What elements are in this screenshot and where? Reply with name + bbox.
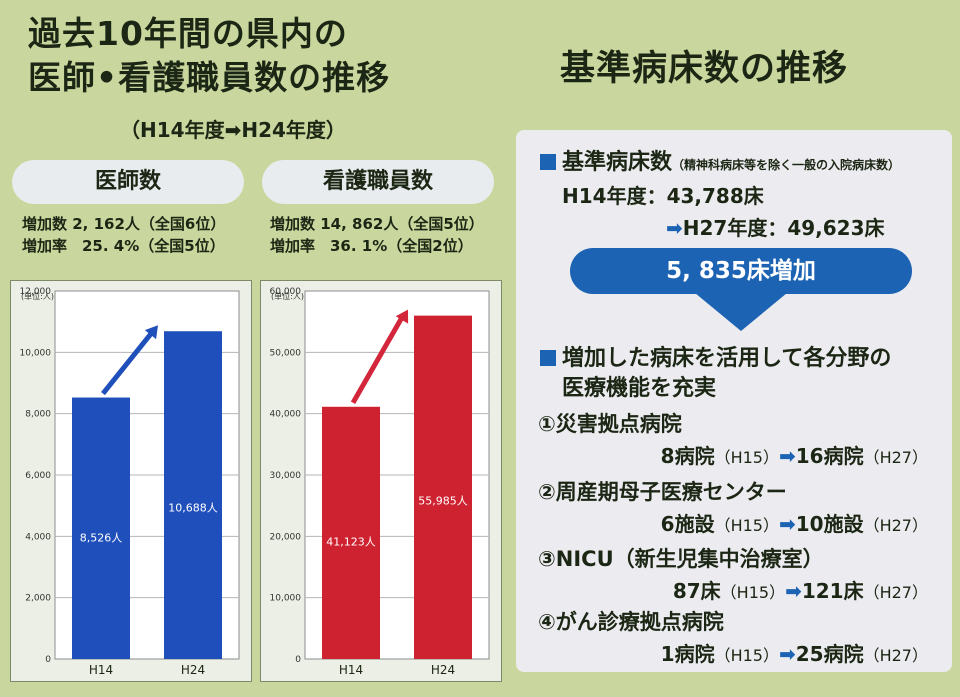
item-title: ②周産期母子医療センター <box>538 480 787 504</box>
doctors-increase: 増加数 2, 162人（全国6位） <box>22 215 226 233</box>
item-from-value: 6施設 <box>660 512 715 536</box>
y-tick-label: 12,000 <box>20 287 52 297</box>
y-tick-label: 30,000 <box>270 471 302 481</box>
y-tick-label: 40,000 <box>270 410 302 420</box>
x-tick-label: H14 <box>339 663 363 677</box>
unit-label: (単位:人) <box>21 291 54 301</box>
unit-label: (単位:人) <box>271 291 304 301</box>
bar <box>322 406 380 659</box>
x-tick-label: H24 <box>431 663 455 677</box>
y-tick-label: 2,000 <box>25 594 51 604</box>
item-values: 87床（H15）➡121床（H27） <box>560 575 928 604</box>
right-arrow-icon: ➡ <box>778 444 796 468</box>
utilize-line1: 増加した病床を活用して各分野の <box>562 346 892 371</box>
growth-arrow-icon <box>101 329 155 396</box>
right-arrow-icon: ➡ <box>778 512 796 536</box>
bar-value-label: 8,526人 <box>80 531 123 544</box>
item-to-value: 121床 <box>801 579 864 603</box>
down-arrow-icon <box>695 293 787 331</box>
left-title-line1: 過去10年間の県内の <box>28 14 348 53</box>
increase-banner: 5, 835床増加 <box>570 248 912 294</box>
bar-value-label: 41,123人 <box>326 536 376 549</box>
item-values: 6施設（H15）➡10施設（H27） <box>560 508 928 537</box>
item-to-year: （H27） <box>863 448 928 467</box>
item-title: ③NICU（新生児集中治療室） <box>538 547 824 571</box>
utilize-heading: 増加した病床を活用して各分野の <box>540 340 891 372</box>
y-tick-label: 0 <box>45 655 51 665</box>
y-tick-label: 20,000 <box>270 532 302 542</box>
item-from-value: 87床 <box>672 579 721 603</box>
y-tick-label: 10,000 <box>20 348 52 358</box>
item-to-value: 25病院 <box>795 642 864 666</box>
y-tick-label: 60,000 <box>270 287 302 297</box>
x-tick-label: H24 <box>181 663 205 677</box>
left-title-line2: 医師•看護職員数の推移 <box>28 58 391 97</box>
right-title: 基準病床数の推移 <box>560 49 849 89</box>
bar <box>72 397 130 659</box>
beds-h27-line: ➡H27年度：49,623床 <box>666 212 885 241</box>
beds-heading: 基準病床数（精神科病床等を除く一般の入院病床数） <box>540 144 900 176</box>
item-from-value: 1病院 <box>660 642 715 666</box>
growth-arrow-head-icon <box>144 325 158 340</box>
doctors-chart: (単位:人) 0 2,000 4,000 6,000 8,000 10,000 12,000 8… <box>20 287 240 677</box>
bar <box>164 331 222 659</box>
blue-square-icon <box>540 154 556 170</box>
item-from-value: 8病院 <box>660 444 715 468</box>
blue-square-icon <box>540 350 556 366</box>
right-arrow-icon: ➡ <box>778 642 796 666</box>
item-to-value: 10施設 <box>795 512 864 536</box>
beds-panel <box>516 130 952 672</box>
x-tick-label: H14 <box>89 663 113 677</box>
item-to-year: （H27） <box>863 646 928 665</box>
bar-value-label: 10,688人 <box>168 502 218 515</box>
item-values: 8病院（H15）➡16病院（H27） <box>560 440 928 469</box>
doctors-rate: 増加率 25. 4%（全国5位） <box>22 237 225 255</box>
beds-note: （精神科病床等を除く一般の入院病床数） <box>672 158 901 172</box>
item-from-year: （H15） <box>714 516 779 535</box>
item-title: ④がん診療拠点病院 <box>538 610 724 634</box>
bar-value-label: 55,985人 <box>418 494 468 507</box>
beds-h14: H14年度：43,788床 <box>562 184 764 208</box>
y-tick-label: 8,000 <box>25 410 51 420</box>
growth-arrow-head-icon <box>395 309 409 324</box>
left-title: 過去10年間の県内の 医師•看護職員数の推移 <box>28 12 498 100</box>
beds-heading-text: 基準病床数 <box>562 150 673 175</box>
utilize-line2: 医療機能を充実 <box>562 376 717 401</box>
growth-arrow-icon <box>350 314 406 405</box>
y-tick-label: 0 <box>295 655 301 665</box>
right-arrow-icon: ➡ <box>785 579 802 603</box>
item-to-year: （H27） <box>863 583 928 602</box>
item-from-year: （H15） <box>720 583 786 602</box>
bar <box>414 315 472 659</box>
nurses-increase: 増加数 14, 862人（全国5位） <box>270 215 484 233</box>
left-subtitle: （H14年度➡H24年度） <box>120 118 346 142</box>
y-tick-label: 4,000 <box>25 532 51 542</box>
y-tick-label: 10,000 <box>270 594 302 604</box>
doctors-chart-box: (単位:人) 0 2,000 4,000 6,000 8,000 10,000 12,000 8… <box>10 280 252 682</box>
nurses-chart: (単位:人) 0 10,000 20,000 30,000 40,000 50,000 60,… <box>270 287 490 677</box>
beds-h27: H27年度：49,623床 <box>682 216 885 240</box>
item-from-year: （H15） <box>714 448 779 467</box>
item-from-year: （H15） <box>714 646 779 665</box>
item-title: ①災害拠点病院 <box>538 412 682 436</box>
y-tick-label: 6,000 <box>25 471 51 481</box>
right-arrow-icon: ➡ <box>666 216 683 240</box>
nurses-chart-box: (単位:人) 0 10,000 20,000 30,000 40,000 50,000 60,… <box>260 280 502 682</box>
item-to-year: （H27） <box>863 516 928 535</box>
nurses-label: 看護職員数 <box>262 160 494 204</box>
doctors-label: 医師数 <box>12 160 244 204</box>
nurses-rate: 増加率 36. 1%（全国2位） <box>270 237 473 255</box>
item-values: 1病院（H15）➡25病院（H27） <box>560 638 928 667</box>
item-to-value: 16病院 <box>795 444 864 468</box>
y-tick-label: 50,000 <box>270 348 302 358</box>
